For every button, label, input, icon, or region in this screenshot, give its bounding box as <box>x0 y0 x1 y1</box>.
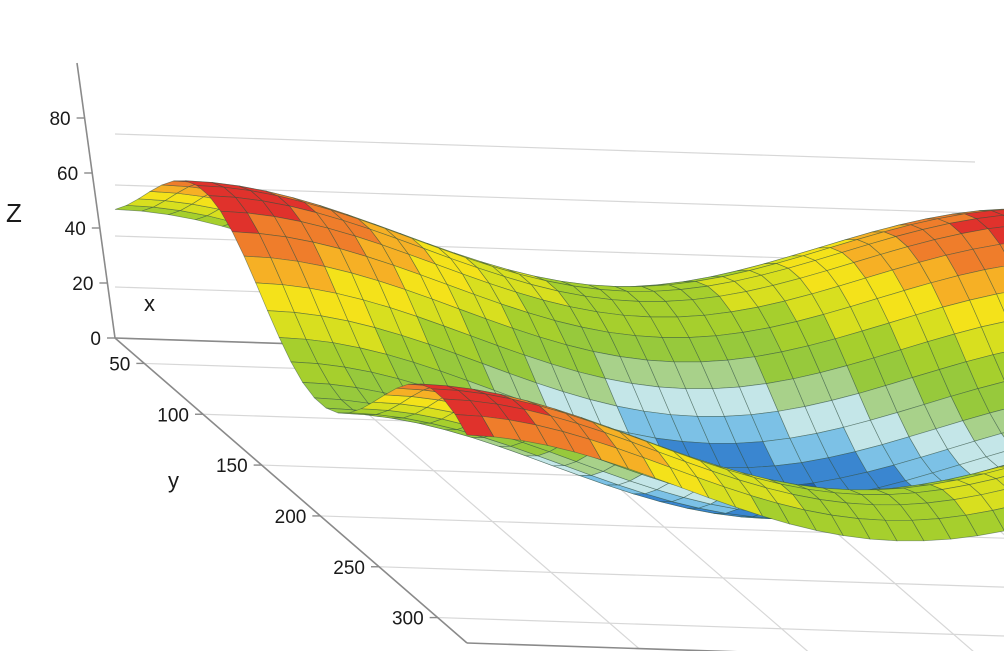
surface-cell <box>985 451 1004 468</box>
y-tick-label: 150 <box>216 456 248 477</box>
surface-cell <box>980 321 1004 356</box>
floor-edge-line <box>466 642 738 651</box>
surface-cell <box>980 489 1004 511</box>
surface-cell <box>965 510 1004 537</box>
surface-cell <box>969 293 1004 328</box>
surface-cell <box>999 243 1004 253</box>
surface-cell <box>992 351 1004 381</box>
surface-mesh <box>114 180 1004 542</box>
surface-cell <box>989 408 1004 434</box>
surface-cell <box>972 466 1004 475</box>
surface-cell <box>984 265 1004 295</box>
surface-cell <box>972 243 1004 270</box>
y-tick-label: 300 <box>392 609 424 630</box>
z-tick-label: 20 <box>72 274 93 295</box>
z-axis-line <box>76 62 116 339</box>
x-axis-title: x <box>144 291 155 316</box>
surface-cell <box>974 432 1004 458</box>
surface-cell <box>965 354 1004 390</box>
surface-cell <box>977 381 1004 414</box>
wall-grid-line <box>114 133 976 163</box>
surface-cell <box>975 214 1004 230</box>
y-axis-title: y <box>168 468 179 493</box>
surface-cell <box>983 468 1004 479</box>
surface-cell <box>968 478 1004 496</box>
surface-cell <box>999 465 1004 468</box>
surface-cell <box>987 226 1004 245</box>
axis-labels: Z x y <box>6 198 179 493</box>
y-tick-label: 250 <box>333 558 365 579</box>
y-axis-line <box>114 337 468 644</box>
z-tick-label: 40 <box>65 219 86 240</box>
z-axis-title: Z <box>6 198 22 228</box>
y-tick-label: 200 <box>275 507 307 528</box>
floor-grid-line <box>320 515 1004 539</box>
surface-cell <box>992 507 1004 531</box>
surface-cell <box>991 209 1004 216</box>
surface-cell <box>996 292 1004 312</box>
surface-cell <box>979 208 1004 211</box>
surface-cell <box>1000 432 1004 438</box>
y-tick-label: 50 <box>109 354 130 375</box>
y-tick-label: 100 <box>157 405 189 426</box>
surface-cell <box>995 476 1004 486</box>
floor-grid-line <box>378 566 1004 588</box>
z-tick-label: 0 <box>90 329 101 350</box>
z-tick-label: 60 <box>57 164 78 185</box>
floor-grid-line <box>437 616 1004 637</box>
z-tick-label: 80 <box>49 109 70 130</box>
